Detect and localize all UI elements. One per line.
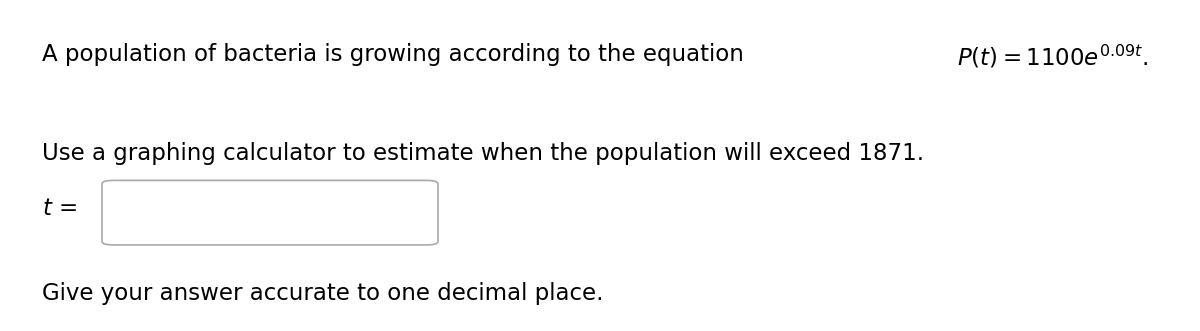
FancyBboxPatch shape	[102, 180, 438, 245]
Text: A population of bacteria is growing according to the equation: A population of bacteria is growing acco…	[42, 43, 751, 66]
Text: Use a graphing calculator to estimate when the population will exceed 1871.: Use a graphing calculator to estimate wh…	[42, 142, 924, 165]
Text: $t$ =: $t$ =	[42, 197, 77, 220]
Text: Give your answer accurate to one decimal place.: Give your answer accurate to one decimal…	[42, 282, 604, 305]
Text: $P(t) = 1100e^{0.09t}.$: $P(t) = 1100e^{0.09t}.$	[958, 43, 1148, 70]
